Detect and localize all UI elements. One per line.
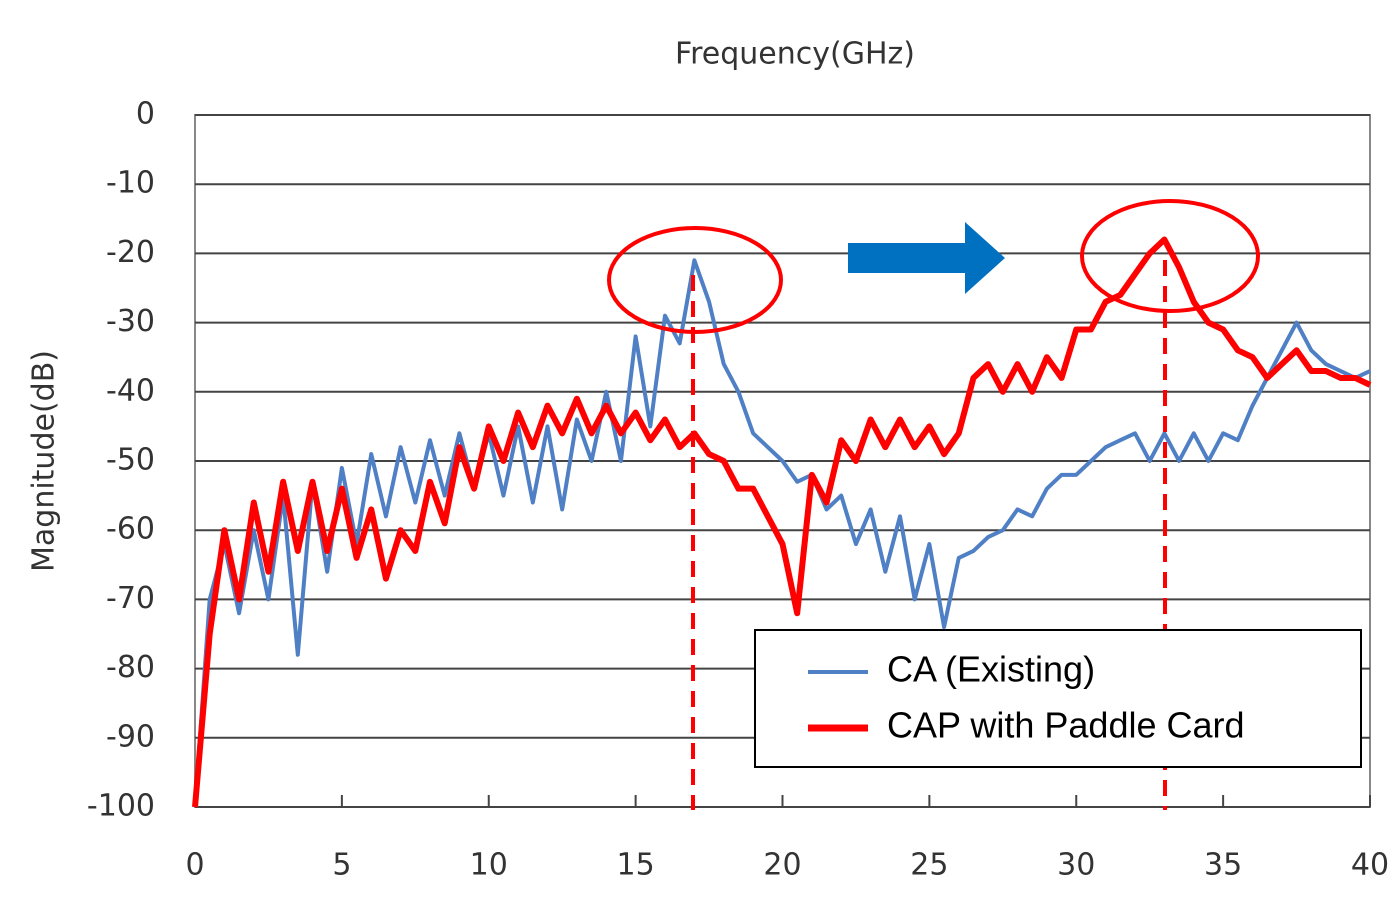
y-tick-label: -50 [106, 443, 155, 478]
x-tick-label: 15 [617, 848, 655, 883]
y-tick-label: -100 [87, 789, 155, 824]
y-tick-label: -70 [106, 581, 155, 616]
annotations [607, 199, 1260, 810]
series-line [193, 258, 1371, 808]
y-tick-label: -20 [106, 235, 155, 270]
series-line [192, 236, 1372, 808]
x-tick-label: 10 [470, 848, 508, 883]
shift-arrow [848, 222, 1005, 294]
y-tick-label: -30 [106, 304, 155, 339]
x-tick-label: 30 [1057, 848, 1095, 883]
x-tick-label: 20 [763, 848, 801, 883]
legend-label: CAP with Paddle Card [887, 705, 1245, 746]
legend-box [754, 629, 1362, 768]
legend: CA (Existing) CAP with Paddle Card [754, 629, 1362, 768]
y-tick-label: -90 [106, 719, 155, 754]
y-tick-label: -40 [106, 373, 155, 408]
x-tick-label: 40 [1351, 848, 1389, 883]
legend-label: CA (Existing) [887, 649, 1095, 690]
x-tick-label: 5 [332, 848, 351, 883]
y-axis-label: Magnitude(dB) [27, 350, 62, 572]
y-tick-label: 0 [136, 97, 155, 132]
highlight-ellipse [1080, 199, 1260, 313]
x-tick-label: 25 [910, 848, 948, 883]
y-tick-label: -60 [106, 512, 155, 547]
highlight-ellipse [607, 226, 783, 334]
y-tick-label: -80 [106, 650, 155, 685]
x-tick-label: 35 [1204, 848, 1242, 883]
chart-title: Frequency(GHz) [675, 37, 915, 72]
x-tick-label: 0 [185, 848, 204, 883]
y-tick-label: -10 [106, 166, 155, 201]
